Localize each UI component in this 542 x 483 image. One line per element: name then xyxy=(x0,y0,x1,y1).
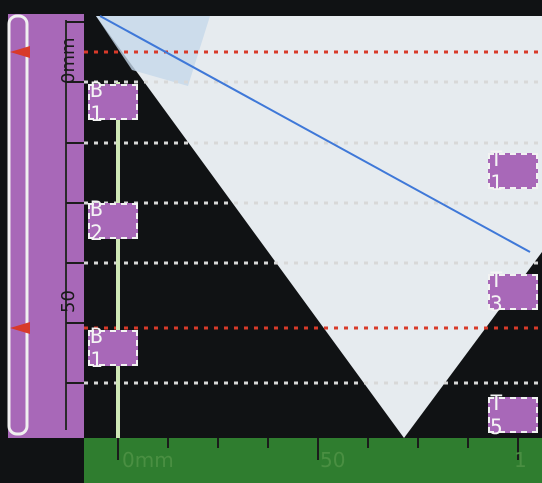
bottom-ruler-mid-label: 50 xyxy=(320,448,346,472)
left-ruler-panel xyxy=(8,14,84,438)
red-gates xyxy=(84,50,542,330)
bottom-ruler-ticks xyxy=(117,438,519,460)
red-marker-top[interactable] xyxy=(10,46,30,58)
marker-right-1[interactable]: T 1 xyxy=(488,147,538,195)
bottom-ruler-left-label: 0mm xyxy=(122,448,174,472)
scan-sector-shadow xyxy=(96,16,210,86)
red-marker-bottom[interactable] xyxy=(10,322,30,334)
marker-left-1[interactable]: B 1 xyxy=(88,78,138,126)
beam-line xyxy=(99,15,531,253)
scan-sector xyxy=(96,16,542,438)
marker-left-3[interactable]: B 1 xyxy=(88,324,138,372)
depth-scroll-track[interactable] xyxy=(7,14,29,436)
left-ruler-mid-label: 50 xyxy=(58,290,79,313)
left-ruler-top-label: 0mm xyxy=(58,37,79,84)
left-ruler-ticks xyxy=(66,21,84,384)
bottom-ruler xyxy=(84,438,542,483)
marker-right-3[interactable]: T 5 xyxy=(488,391,538,439)
bottom-ruler-right-label: 1 xyxy=(514,448,527,472)
marker-right-2[interactable]: T 3 xyxy=(488,268,538,316)
gate-lines xyxy=(84,80,542,385)
marker-left-2[interactable]: B 2 xyxy=(88,197,138,245)
